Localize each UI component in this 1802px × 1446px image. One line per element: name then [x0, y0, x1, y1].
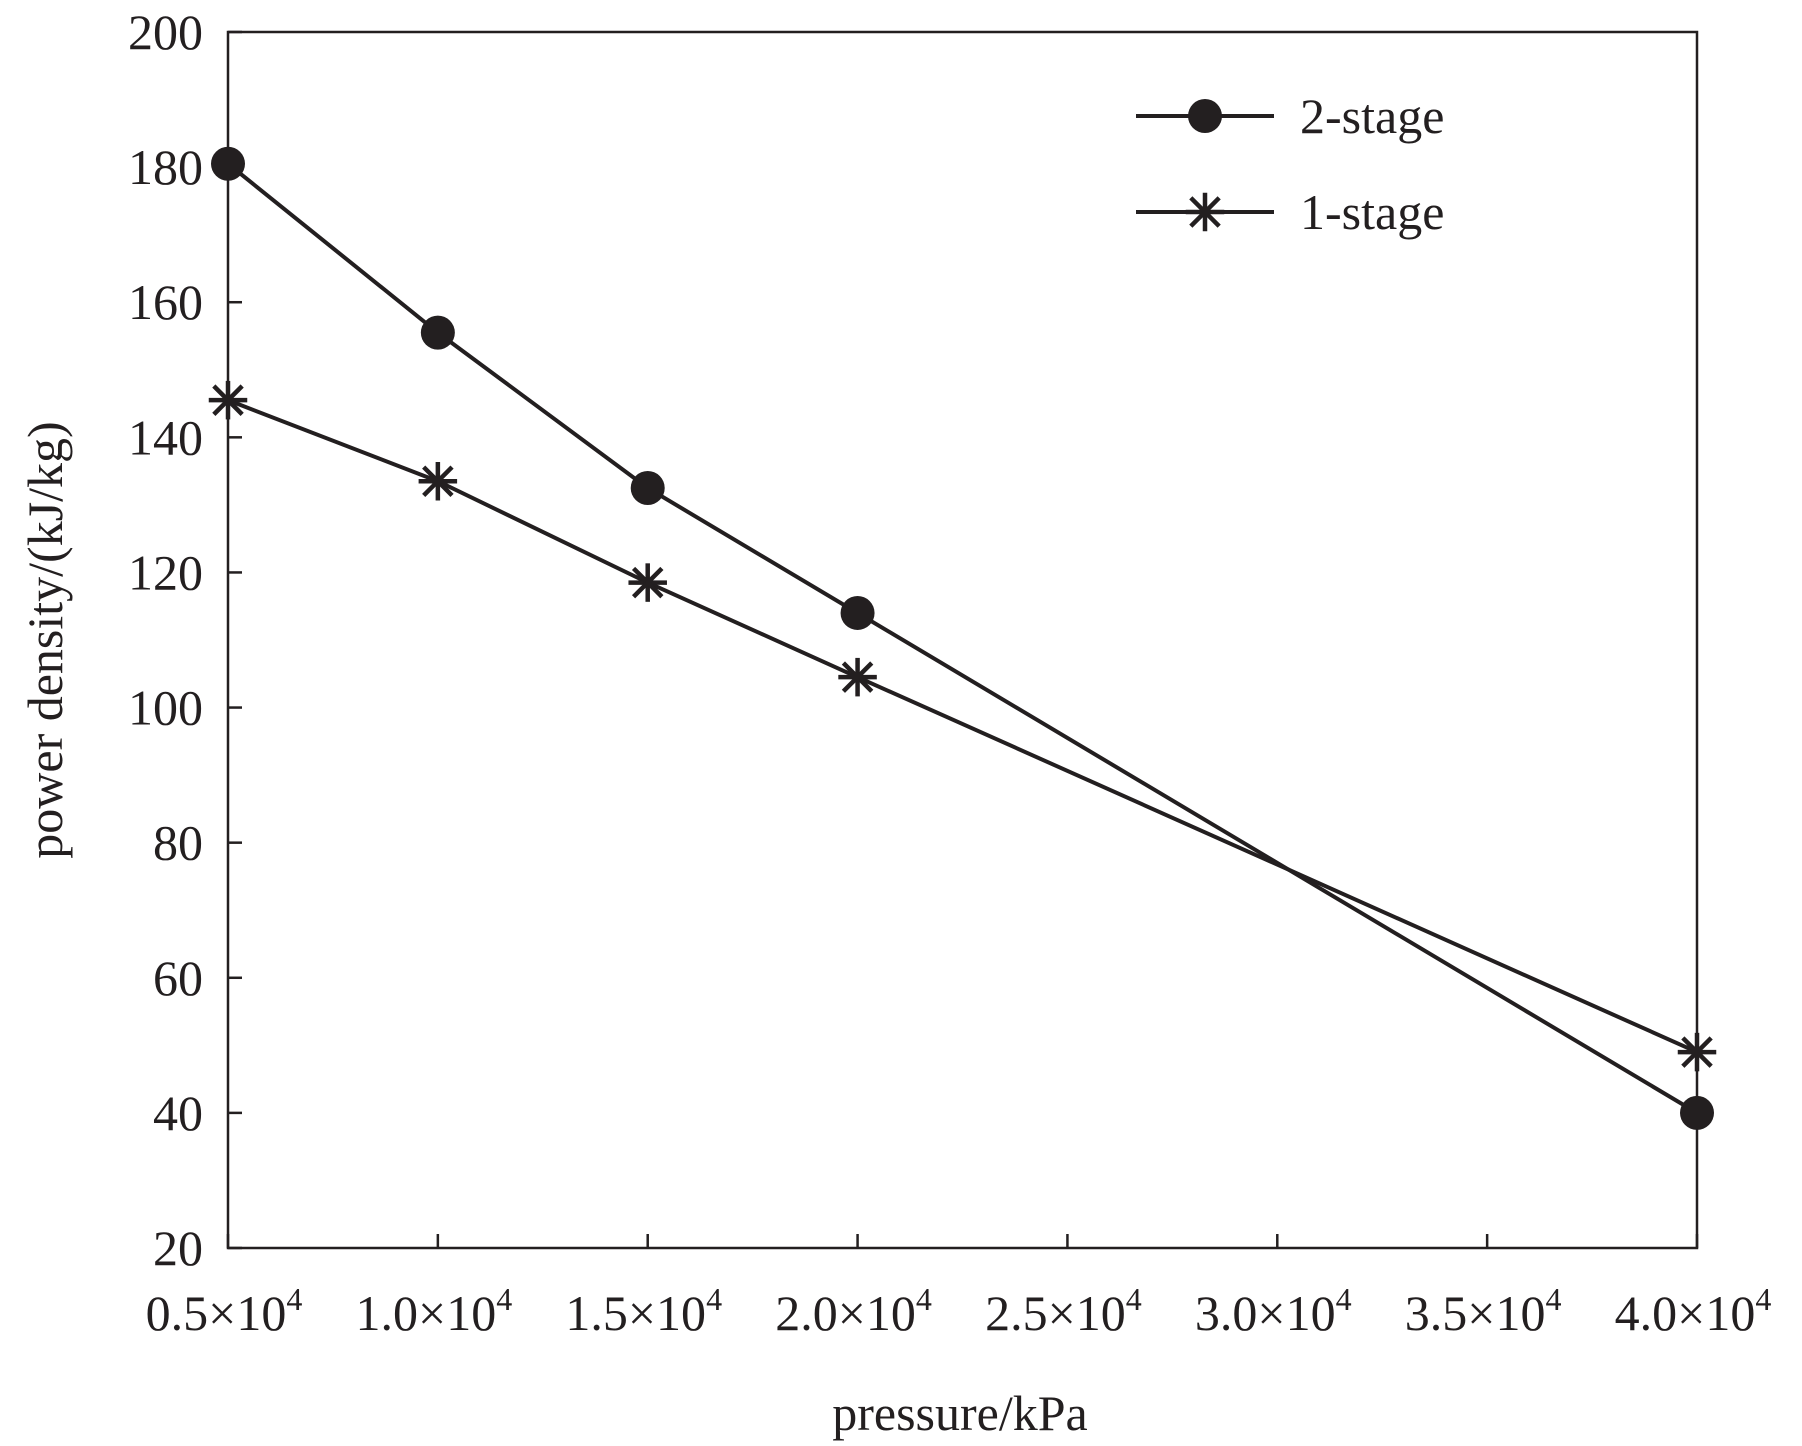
y-axis-ticks: 20 40 60 80 100 120 140 160 180 200: [128, 4, 242, 1276]
series-2-stage: [211, 146, 1714, 1130]
legend-item: 1-stage: [1136, 184, 1444, 240]
asterisk-stroke: [422, 465, 454, 498]
data-point: [211, 146, 245, 181]
x-tick-label: 3.5×104: [1405, 1281, 1562, 1341]
data-point: [420, 315, 455, 350]
plot-frame: [226, 30, 1699, 1250]
plot-border: [226, 30, 1699, 1250]
legend-label: 2-stage: [1300, 88, 1444, 144]
x-tick-label: 2.5×104: [985, 1281, 1142, 1341]
legend-label: 1-stage: [1300, 184, 1444, 240]
y-tick-label: 200: [128, 4, 203, 60]
x-tick-label: 0.5×104: [146, 1281, 303, 1341]
y-tick-label: 20: [153, 1220, 203, 1276]
series-line: [226, 162, 1699, 1115]
y-tick-label: 40: [153, 1085, 203, 1141]
y-tick-label: 180: [128, 139, 203, 195]
series-layer: [208, 146, 1717, 1130]
x-tick-label: 1.0×104: [356, 1281, 513, 1341]
asterisk-stroke: [841, 661, 874, 693]
x-tick-label: 2.0×104: [775, 1281, 932, 1341]
y-tick-label: 160: [128, 274, 203, 330]
x-tick-label: 4.0×104: [1615, 1281, 1772, 1341]
x-tick-label: 1.5×104: [565, 1281, 722, 1341]
asterisk-stroke: [1189, 196, 1221, 228]
y-tick-label: 120: [128, 544, 203, 600]
series-line: [227, 398, 1698, 1054]
y-axis-title: power density/(kJ/kg): [17, 421, 73, 858]
legend-item: 2-stage: [1136, 88, 1444, 144]
x-axis-ticks: 0.5×104 1.0×104 1.5×104 2.0×104 2.5×104 3.0×1…: [146, 1234, 1772, 1341]
y-tick-label: 140: [128, 409, 203, 465]
y-tick-label: 60: [153, 950, 203, 1006]
asterisk-stroke: [1681, 1036, 1713, 1068]
legend-marker: [1188, 99, 1222, 133]
y-tick-label: 80: [153, 815, 203, 871]
legend: 2-stage 1-stage: [1136, 88, 1444, 240]
x-tick-label: 3.0×104: [1195, 1281, 1352, 1341]
data-point: [840, 595, 875, 630]
asterisk-stroke: [631, 566, 664, 599]
legend-marker: [1185, 192, 1225, 232]
series-1-stage: [208, 380, 1717, 1072]
data-point: [838, 657, 877, 697]
data-point: [1677, 1032, 1717, 1072]
data-point: [418, 461, 458, 501]
data-point: [1680, 1095, 1714, 1130]
x-axis-title: pressure/kPa: [832, 1385, 1088, 1441]
data-point: [630, 471, 665, 505]
data-point: [628, 563, 667, 602]
asterisk-stroke: [212, 384, 244, 416]
data-point: [208, 380, 248, 420]
y-tick-label: 100: [128, 680, 203, 736]
